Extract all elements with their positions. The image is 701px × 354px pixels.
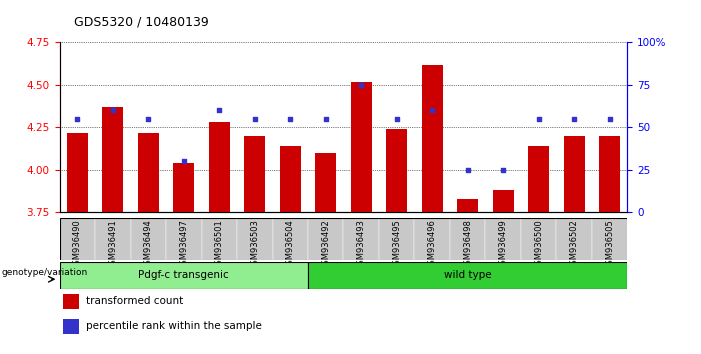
Bar: [173, 163, 194, 212]
Text: GSM936505: GSM936505: [605, 219, 614, 270]
Text: GSM936498: GSM936498: [463, 219, 472, 270]
Text: GSM936501: GSM936501: [215, 219, 224, 270]
Bar: [237, 218, 273, 260]
Text: GSM936499: GSM936499: [498, 219, 508, 270]
Bar: [280, 146, 301, 212]
Text: GSM936500: GSM936500: [534, 219, 543, 270]
Text: GSM936492: GSM936492: [321, 219, 330, 270]
Bar: [308, 218, 343, 260]
Point: [107, 108, 118, 113]
Bar: [308, 262, 627, 289]
Point: [498, 167, 509, 173]
Bar: [60, 262, 308, 289]
Text: percentile rank within the sample: percentile rank within the sample: [86, 321, 261, 331]
Bar: [557, 218, 592, 260]
Bar: [137, 132, 159, 212]
Point: [249, 116, 260, 122]
Bar: [130, 218, 166, 260]
Bar: [63, 319, 79, 333]
Point: [320, 116, 332, 122]
Point: [533, 116, 544, 122]
Bar: [244, 136, 266, 212]
Bar: [95, 218, 130, 260]
Bar: [493, 190, 514, 212]
Bar: [343, 218, 379, 260]
Text: Pdgf-c transgenic: Pdgf-c transgenic: [138, 270, 229, 280]
Bar: [485, 218, 521, 260]
Point: [72, 116, 83, 122]
Point: [214, 108, 225, 113]
Point: [285, 116, 296, 122]
Point: [427, 108, 438, 113]
Bar: [564, 136, 585, 212]
Text: GSM936490: GSM936490: [73, 219, 82, 270]
Point: [604, 116, 615, 122]
Text: GSM936491: GSM936491: [109, 219, 117, 270]
Bar: [67, 132, 88, 212]
Point: [391, 116, 402, 122]
Bar: [166, 218, 202, 260]
Text: genotype/variation: genotype/variation: [1, 268, 88, 276]
Bar: [521, 218, 557, 260]
Bar: [102, 107, 123, 212]
Bar: [315, 153, 336, 212]
Bar: [450, 218, 485, 260]
Text: GSM936496: GSM936496: [428, 219, 437, 270]
Bar: [592, 218, 627, 260]
Bar: [350, 81, 372, 212]
Point: [355, 82, 367, 88]
Bar: [209, 122, 230, 212]
Bar: [421, 64, 443, 212]
Point: [178, 159, 189, 164]
Text: transformed count: transformed count: [86, 296, 183, 306]
Text: GSM936497: GSM936497: [179, 219, 189, 270]
Text: GSM936502: GSM936502: [570, 219, 578, 270]
Bar: [202, 218, 237, 260]
Bar: [60, 218, 95, 260]
Text: GDS5320 / 10480139: GDS5320 / 10480139: [74, 15, 208, 28]
Point: [569, 116, 580, 122]
Text: wild type: wild type: [444, 270, 491, 280]
Text: GSM936493: GSM936493: [357, 219, 366, 270]
Text: GSM936504: GSM936504: [286, 219, 294, 270]
Bar: [457, 199, 478, 212]
Bar: [386, 129, 407, 212]
Point: [462, 167, 473, 173]
Point: [143, 116, 154, 122]
Bar: [528, 146, 550, 212]
Text: GSM936503: GSM936503: [250, 219, 259, 270]
Bar: [414, 218, 450, 260]
Bar: [379, 218, 414, 260]
Text: GSM936494: GSM936494: [144, 219, 153, 270]
Bar: [63, 294, 79, 309]
Bar: [599, 136, 620, 212]
Bar: [273, 218, 308, 260]
Text: GSM936495: GSM936495: [393, 219, 401, 270]
